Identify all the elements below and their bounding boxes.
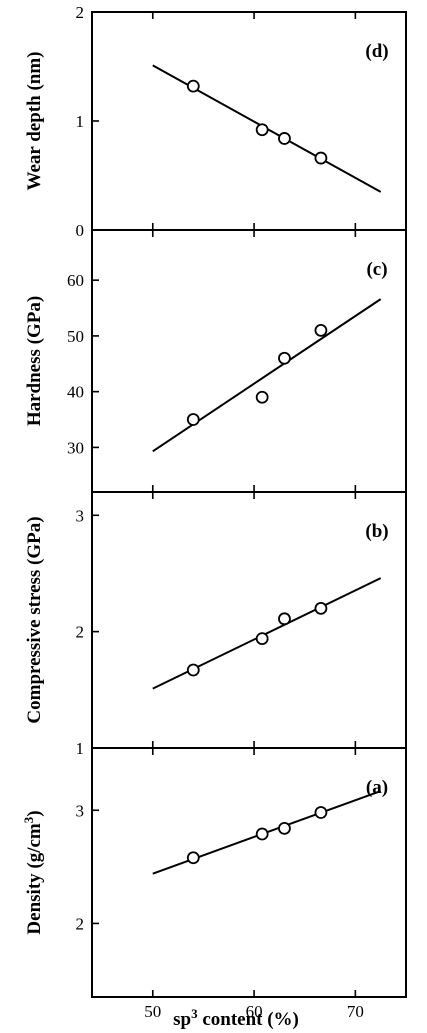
data-point xyxy=(186,79,200,93)
y-axis-label: Density (g/cm3) xyxy=(21,810,46,934)
data-point xyxy=(278,821,291,835)
data-point xyxy=(255,390,269,404)
panel-d: 0 1 2 (d) Wear depth (nm) xyxy=(24,3,407,240)
y-axis-label: Compressive stress (GPa) xyxy=(24,516,45,723)
plot-frame xyxy=(91,491,407,749)
data-point xyxy=(314,151,328,165)
fit-line xyxy=(152,577,382,690)
y-tick-label: 1 xyxy=(76,739,85,758)
data-point xyxy=(278,612,291,626)
x-axis-label: sp3 content (%) xyxy=(173,1006,299,1031)
data-point xyxy=(186,413,200,426)
y-tick-label: 50 xyxy=(67,327,84,346)
y-tick-label: 2 xyxy=(76,914,85,933)
y-tick-label: 0 xyxy=(76,221,85,240)
plot-frame xyxy=(91,229,407,493)
data-point xyxy=(278,132,291,145)
data-point xyxy=(255,123,269,137)
data-point xyxy=(186,851,200,865)
y-tick-label: 60 xyxy=(67,271,84,290)
y-tick-label: 40 xyxy=(67,383,84,402)
panel-label: (a) xyxy=(366,777,388,798)
data-point xyxy=(314,806,328,819)
y-tick-label: 2 xyxy=(76,623,85,642)
y-axis-label: Hardness (GPa) xyxy=(24,296,45,426)
y-tick-label: 2 xyxy=(76,3,85,22)
x-tick-label: 70 xyxy=(347,1002,364,1021)
fit-line xyxy=(152,298,382,453)
data-point xyxy=(314,601,328,615)
panel-label: (c) xyxy=(366,259,387,280)
data-point xyxy=(278,351,291,365)
plot-frame xyxy=(91,11,407,231)
data-point xyxy=(186,663,200,677)
panel-a: 2 3 (a) Density (g/cm3) 50 60 70 xyxy=(21,747,407,1021)
x-tick-label: 60 xyxy=(246,1002,263,1021)
y-tick-label: 1 xyxy=(76,112,85,131)
panel-label: (b) xyxy=(365,521,388,542)
panel-label: (d) xyxy=(365,41,388,62)
panel-c: 30 40 50 60 (c) Hardness (GPa) xyxy=(24,229,407,493)
data-point xyxy=(255,632,269,646)
y-tick-label: 3 xyxy=(76,801,85,820)
y-tick-label: 30 xyxy=(67,438,84,457)
plot-frame xyxy=(91,747,407,998)
panel-b: 1 2 3 (b) Compressive stress (GPa) xyxy=(24,491,407,758)
data-point xyxy=(255,827,269,841)
y-tick-label: 3 xyxy=(76,506,85,525)
x-tick-label: 50 xyxy=(144,1002,161,1021)
panels: 0 1 2 (d) Wear depth (nm) 30 40 50 60 (c) Hardness… xyxy=(21,3,407,1021)
data-point xyxy=(314,323,328,337)
y-axis-label: Wear depth (nm) xyxy=(24,52,45,191)
